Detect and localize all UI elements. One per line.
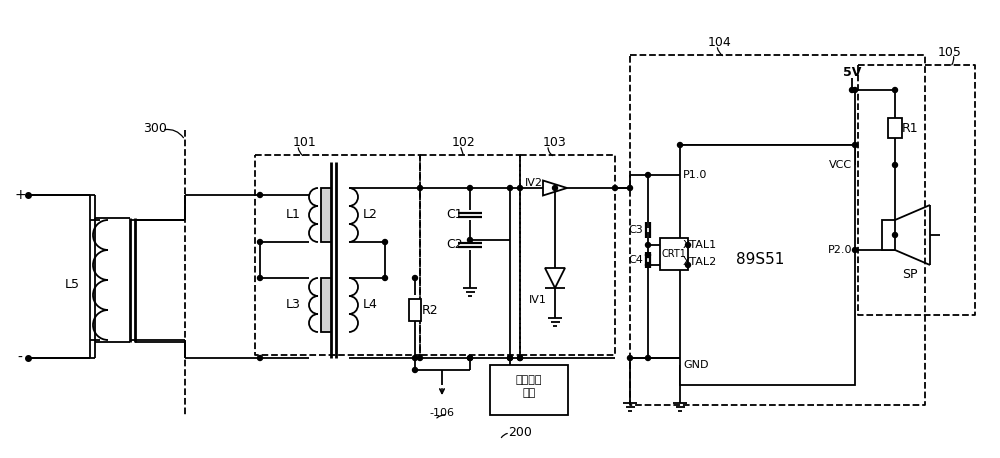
Text: 102: 102 xyxy=(452,136,476,149)
Circle shape xyxy=(382,240,388,245)
Bar xyxy=(680,145,855,385)
Circle shape xyxy=(850,87,854,93)
Text: 103: 103 xyxy=(543,136,567,149)
Circle shape xyxy=(893,233,898,238)
Circle shape xyxy=(468,185,473,191)
Circle shape xyxy=(628,185,633,191)
Text: XTAL2: XTAL2 xyxy=(683,257,717,267)
Bar xyxy=(321,278,331,332)
Bar xyxy=(321,188,331,242)
Circle shape xyxy=(646,242,650,247)
Text: 300: 300 xyxy=(143,121,167,135)
Bar xyxy=(490,365,568,415)
Circle shape xyxy=(518,355,522,360)
Text: 5V: 5V xyxy=(843,66,861,80)
Circle shape xyxy=(468,355,473,360)
Text: L4: L4 xyxy=(363,299,377,311)
Circle shape xyxy=(678,142,682,147)
Bar xyxy=(660,238,688,270)
Text: C3: C3 xyxy=(629,225,643,235)
Circle shape xyxy=(413,367,418,372)
Bar xyxy=(888,118,902,138)
Text: 104: 104 xyxy=(708,37,732,49)
Circle shape xyxy=(258,240,262,245)
Circle shape xyxy=(852,87,858,93)
Circle shape xyxy=(413,355,418,360)
Circle shape xyxy=(258,192,262,197)
Circle shape xyxy=(646,262,650,267)
Text: +: + xyxy=(14,188,26,202)
Circle shape xyxy=(258,276,262,280)
Text: L5: L5 xyxy=(64,278,80,291)
Circle shape xyxy=(508,355,512,360)
Circle shape xyxy=(518,185,522,191)
Circle shape xyxy=(646,355,650,360)
Text: L1: L1 xyxy=(286,208,300,222)
Circle shape xyxy=(628,355,633,360)
Text: SP: SP xyxy=(902,268,918,282)
Circle shape xyxy=(468,238,473,242)
Circle shape xyxy=(893,163,898,168)
Text: C1: C1 xyxy=(447,208,463,222)
Text: C2: C2 xyxy=(447,239,463,251)
Circle shape xyxy=(258,355,262,360)
Text: C4: C4 xyxy=(629,255,643,265)
Text: VCC: VCC xyxy=(829,160,852,170)
Text: 105: 105 xyxy=(938,45,962,59)
Text: XTAL1: XTAL1 xyxy=(683,240,717,250)
Circle shape xyxy=(612,185,618,191)
Text: L3: L3 xyxy=(286,299,300,311)
Circle shape xyxy=(646,173,650,178)
Circle shape xyxy=(418,355,422,360)
Circle shape xyxy=(852,247,858,252)
Circle shape xyxy=(413,276,418,280)
Text: 电路: 电路 xyxy=(522,388,536,398)
Circle shape xyxy=(468,355,473,360)
Circle shape xyxy=(508,355,512,360)
Text: IV1: IV1 xyxy=(529,295,547,305)
Circle shape xyxy=(418,185,422,191)
Circle shape xyxy=(552,185,558,191)
Text: -106: -106 xyxy=(430,408,454,418)
Text: 101: 101 xyxy=(293,136,317,149)
Bar xyxy=(409,299,421,321)
Text: CRT1: CRT1 xyxy=(662,249,686,259)
Text: P2.0: P2.0 xyxy=(828,245,852,255)
Circle shape xyxy=(518,355,522,360)
Text: R2: R2 xyxy=(422,304,438,316)
Circle shape xyxy=(686,262,690,267)
Text: -: - xyxy=(18,351,22,365)
Text: 200: 200 xyxy=(508,425,532,438)
Text: P1.0: P1.0 xyxy=(683,170,707,180)
Circle shape xyxy=(382,276,388,280)
Circle shape xyxy=(646,252,650,257)
Circle shape xyxy=(893,87,898,93)
Circle shape xyxy=(686,242,690,247)
Text: R1: R1 xyxy=(902,121,918,135)
Circle shape xyxy=(508,185,512,191)
Circle shape xyxy=(852,142,858,147)
Text: IV2: IV2 xyxy=(525,178,543,188)
Text: 电量计算: 电量计算 xyxy=(516,375,542,385)
Text: 89S51: 89S51 xyxy=(736,252,784,267)
Text: GND: GND xyxy=(683,360,708,370)
Bar xyxy=(882,220,895,250)
Text: L2: L2 xyxy=(363,208,377,222)
